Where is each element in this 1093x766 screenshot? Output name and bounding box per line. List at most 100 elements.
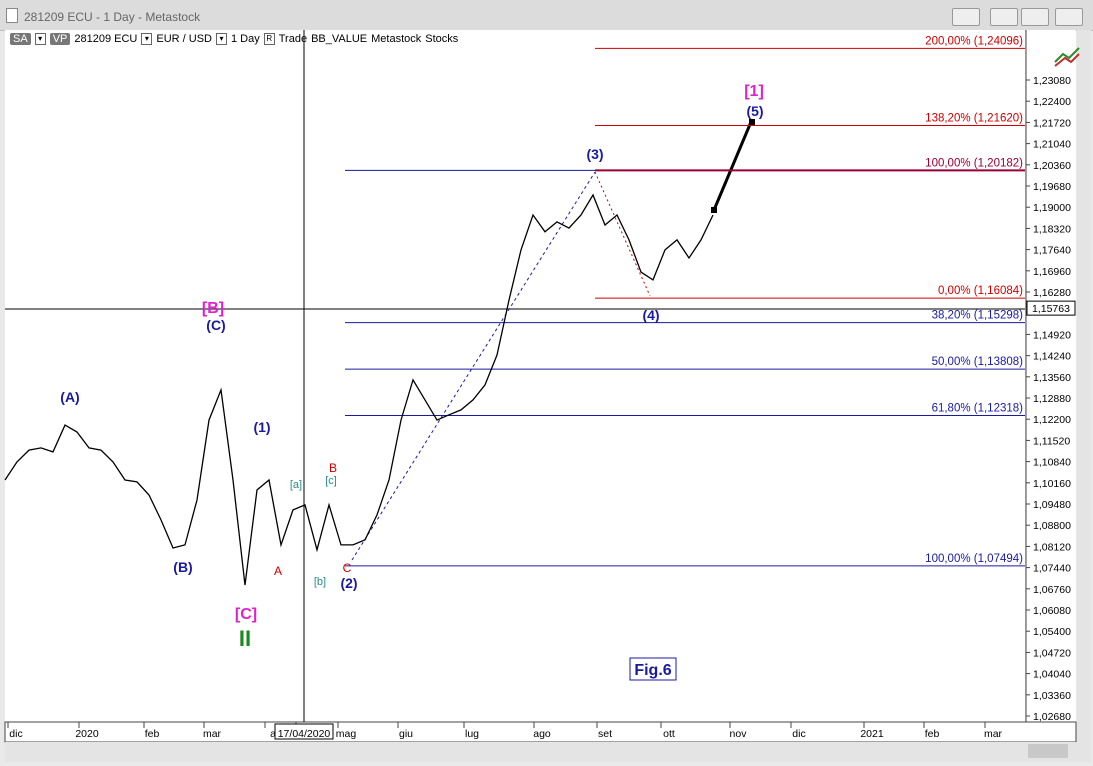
scrollbar[interactable]: [1077, 30, 1091, 742]
x-tick-label: 2020: [75, 728, 99, 740]
projection-line: [712, 121, 753, 211]
x-tick-label: feb: [145, 728, 160, 740]
y-tick-label: 1,08120: [1033, 541, 1071, 553]
plot-area: [5, 30, 1025, 722]
toolbar: SA ▾ VP 281209 ECU ▾ EUR / USD ▾ 1 Day R Trade BB_…: [10, 33, 462, 49]
level-label: 100,00% (1,20182): [925, 157, 1023, 169]
y-tick-label: 1,10840: [1033, 457, 1071, 469]
tool-icon[interactable]: [1053, 44, 1083, 68]
x-tick-label: mar: [203, 728, 222, 740]
toolbar-item[interactable]: SA: [10, 33, 31, 46]
y-tick-label: 1,05400: [1033, 626, 1071, 638]
x-tick-label: set: [598, 728, 612, 740]
toolbar-item[interactable]: Trade: [278, 33, 308, 46]
toolbar-item[interactable]: 1 Day: [231, 33, 260, 46]
wave-label: (C): [206, 317, 225, 333]
x-tick-label: a: [270, 728, 276, 740]
price-axis: [1026, 30, 1076, 722]
y-tick-label: 1,20360: [1033, 160, 1071, 172]
window-title: 281209 ECU - 1 Day - Metastock: [24, 10, 201, 24]
wave-label: C: [343, 561, 352, 575]
x-tick-label: giu: [399, 728, 413, 740]
y-tick-label: 1,19000: [1033, 202, 1071, 214]
fig-box: [629, 657, 677, 681]
minimize-button[interactable]: [990, 8, 1018, 26]
x-tick-label: ott: [663, 728, 675, 740]
wave-label: (4): [642, 307, 659, 323]
y-tick-label: 1,12200: [1033, 414, 1071, 426]
wave-label: [b]: [314, 576, 326, 588]
y-tick-label: 1,19680: [1033, 181, 1071, 193]
dropdown[interactable]: ▾: [34, 33, 46, 46]
projection-point: [749, 119, 755, 125]
y-tick-label: 1,09480: [1033, 499, 1071, 511]
toolbar-item[interactable]: Stocks: [425, 33, 459, 46]
restore-button[interactable]: [1021, 8, 1049, 26]
wave-label: (2): [340, 575, 357, 591]
app-icon: [6, 8, 18, 23]
level-label: 138,20% (1,21620): [925, 113, 1023, 125]
chart: 1,23080 1,22400 1,21720 1,21040 1,20360 1,196…: [4, 30, 1091, 762]
y-tick-label: 1,23080: [1033, 75, 1071, 87]
y-tick-label: 1,16280: [1033, 287, 1071, 299]
y-tick-label: 1,21720: [1033, 117, 1071, 129]
y-tick-label: 1,04040: [1033, 669, 1071, 681]
y-tick-label: 1,12880: [1033, 393, 1071, 405]
wave-label: (A): [60, 389, 79, 405]
level-label: 100,00% (1,07494): [925, 553, 1023, 565]
x-tick-label: 2021: [860, 728, 884, 740]
y-tick-label: 1,22400: [1033, 96, 1071, 108]
toolbar-item[interactable]: Metastock: [371, 33, 422, 46]
y-tick-label: 1,10160: [1033, 478, 1071, 490]
toolbar-item[interactable]: BB_VALUE: [311, 33, 368, 46]
current-price-label: 1,15763: [1032, 303, 1070, 315]
level-label: 61,80% (1,12318): [932, 403, 1024, 415]
x-tick-label: dic: [792, 728, 805, 740]
wave-label: (1): [253, 419, 270, 435]
y-tick-label: 1,21040: [1033, 139, 1071, 151]
x-tick-label: nov: [730, 728, 748, 740]
dropdown[interactable]: ▾: [216, 33, 227, 46]
wave-label: [a]: [290, 479, 302, 491]
x-tick-label: 17/04/2020: [278, 728, 331, 740]
y-tick-label: 1,03360: [1033, 690, 1071, 702]
projection-point: [711, 207, 717, 213]
dropdown[interactable]: ▾: [141, 33, 153, 46]
toolbar-item[interactable]: VP: [49, 33, 71, 46]
current-price-box: [1026, 300, 1076, 316]
toolbar-item[interactable]: EUR / USD: [156, 33, 212, 46]
level-label: 50,00% (1,13808): [932, 356, 1024, 368]
wave-label: (3): [586, 146, 603, 162]
toolbar-item[interactable]: 281209 ECU: [74, 33, 138, 46]
wave-line: [351, 171, 596, 561]
h-scrollbar[interactable]: [5, 742, 1091, 762]
scroll-thumb[interactable]: [1028, 744, 1068, 758]
x-tick-label: feb: [925, 728, 940, 740]
wave-label: [1]: [744, 83, 764, 100]
wave-label: B: [329, 461, 337, 475]
x-tick-label: mag: [336, 728, 357, 740]
wave-label: [B]: [202, 300, 224, 317]
y-tick-label: 1,04720: [1033, 647, 1071, 659]
y-tick-label: 1,07440: [1033, 563, 1071, 575]
level-label: 200,00% (1,24096): [925, 35, 1023, 47]
wave-label: (B): [173, 559, 192, 575]
y-tick-label: 1,06760: [1033, 584, 1071, 596]
y-tick-label: 1,11520: [1033, 435, 1070, 447]
close-button[interactable]: [1055, 8, 1083, 26]
toolbar-item[interactable]: R: [263, 33, 275, 46]
x-tick-label: mar: [984, 728, 1003, 740]
x-tick-label: ago: [533, 728, 551, 740]
y-tick-label: 1,17640: [1033, 245, 1071, 257]
y-tick-label: 1,13560: [1033, 372, 1071, 384]
wave-label: (5): [746, 103, 763, 119]
wave-label: [c]: [325, 475, 337, 487]
y-tick-label: 1,08800: [1033, 520, 1071, 532]
y-tick-label: 1,06080: [1033, 605, 1071, 617]
wave-label: [C]: [235, 606, 257, 623]
level-label: 0,00% (1,16084): [938, 285, 1023, 297]
crosshair-date-box: [274, 723, 334, 740]
toolbar-button[interactable]: [952, 8, 980, 26]
price-line: [4, 193, 714, 586]
